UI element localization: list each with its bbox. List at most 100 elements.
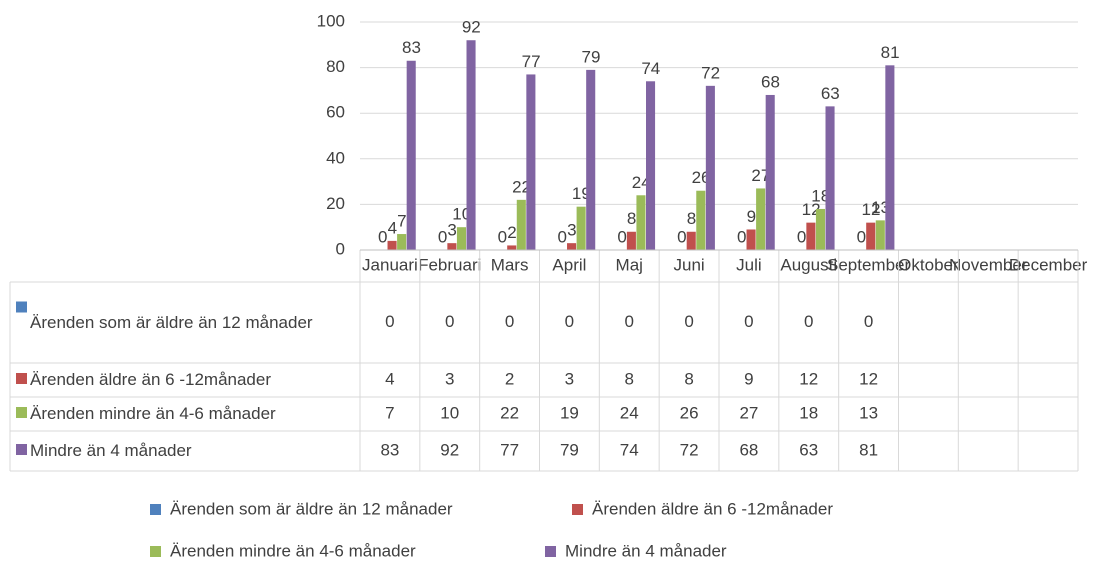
table-cell: 0 — [744, 312, 753, 331]
bar — [765, 94, 775, 251]
bar — [507, 245, 517, 250]
data-label: 26 — [692, 168, 711, 187]
table-cell: 0 — [505, 312, 514, 331]
table-cell: 77 — [500, 440, 519, 459]
bar — [576, 206, 586, 250]
table-cell: 0 — [684, 312, 693, 331]
x-tick-label: Augusti — [780, 255, 837, 274]
x-tick-label: Oktober — [898, 255, 959, 274]
table-key — [16, 301, 27, 313]
table-cell: 68 — [739, 440, 758, 459]
table-cell: 12 — [859, 369, 878, 388]
table-cell: 92 — [440, 440, 459, 459]
table-cell: 2 — [505, 369, 514, 388]
bar — [885, 65, 895, 250]
bar — [746, 229, 756, 250]
bar — [447, 243, 457, 250]
table-cell: 18 — [799, 403, 818, 422]
table-cell: 0 — [445, 312, 454, 331]
data-label: 0 — [438, 227, 447, 246]
legend-swatch — [572, 504, 583, 515]
table-cell: 0 — [565, 312, 574, 331]
data-label: 0 — [617, 227, 626, 246]
data-label: 3 — [567, 221, 576, 240]
bar — [387, 240, 397, 250]
data-label: 10 — [452, 205, 471, 224]
table-cell: 7 — [385, 403, 394, 422]
data-label: 19 — [572, 184, 591, 203]
table-cell: 24 — [620, 403, 639, 422]
table-key — [16, 373, 27, 384]
table-cell: 72 — [680, 440, 699, 459]
data-label: 22 — [512, 177, 531, 196]
data-label: 0 — [378, 227, 387, 246]
table-cell: 10 — [440, 403, 459, 422]
table-cell: 63 — [799, 440, 818, 459]
data-label: 0 — [498, 227, 507, 246]
data-label: 12 — [802, 200, 821, 219]
bar — [456, 227, 467, 250]
bar — [825, 106, 835, 250]
x-tick-label: April — [552, 255, 586, 274]
bar — [696, 190, 706, 250]
x-tick-label: Januari — [362, 255, 418, 274]
legend-swatch — [150, 546, 161, 557]
data-label: 9 — [747, 207, 756, 226]
data-label: 0 — [677, 227, 686, 246]
table-cell: 9 — [744, 369, 753, 388]
data-label: 8 — [687, 209, 696, 228]
table-cell: 3 — [565, 369, 574, 388]
bar — [705, 85, 715, 250]
bar — [636, 195, 646, 250]
legend-swatch — [150, 504, 161, 515]
table-cell: 13 — [859, 403, 878, 422]
bar — [646, 81, 656, 250]
bar — [686, 231, 696, 250]
bar — [626, 231, 636, 250]
table-cell: 4 — [385, 369, 394, 388]
table-cell: 8 — [625, 369, 634, 388]
row-label: Ärenden äldre än 6 -12månader — [30, 370, 271, 389]
bar — [466, 40, 476, 250]
table-cell: 12 — [799, 369, 818, 388]
table-cell: 0 — [625, 312, 634, 331]
bar — [806, 222, 816, 250]
legend-label: Mindre än 4 månader — [565, 541, 727, 560]
data-label: 74 — [641, 59, 660, 78]
data-label: 0 — [737, 227, 746, 246]
table-cell: 0 — [804, 312, 813, 331]
data-label: 0 — [558, 227, 567, 246]
y-tick-label: 100 — [317, 11, 345, 30]
data-label: 8 — [627, 209, 636, 228]
legend-label: Ärenden mindre än 4-6 månader — [170, 541, 416, 560]
data-label: 83 — [402, 38, 421, 57]
row-label: Mindre än 4 månader — [30, 441, 192, 460]
data-label: 27 — [751, 166, 770, 185]
x-tick-label: November — [949, 255, 1028, 274]
table-cell: 22 — [500, 403, 519, 422]
table-cell: 8 — [684, 369, 693, 388]
x-tick-label: Februari — [418, 255, 481, 274]
table-row-label: Ärenden som är äldre än 12 månader — [30, 312, 313, 332]
bar — [406, 60, 416, 251]
data-label: 4 — [388, 218, 397, 237]
legend-label: Ärenden som är äldre än 12 månader — [170, 499, 453, 518]
table-cell: 19 — [560, 403, 579, 422]
x-tick-label: December — [1009, 255, 1088, 274]
y-tick-label: 40 — [326, 148, 345, 167]
data-label: 81 — [881, 43, 900, 62]
data-label: 79 — [581, 47, 600, 66]
table-row-label: Ärenden äldre än 6 -12månader — [30, 370, 271, 389]
table-key — [16, 407, 27, 418]
data-label: 3 — [447, 221, 456, 240]
legend-label: Ärenden äldre än 6 -12månader — [592, 499, 833, 518]
data-label: 68 — [761, 72, 780, 91]
x-tick-label: Juli — [736, 255, 762, 274]
row-label: Ärenden som är äldre än 12 månader — [30, 312, 313, 332]
bar — [875, 220, 885, 250]
y-tick-label: 0 — [336, 239, 345, 258]
bar — [586, 69, 596, 250]
data-label: 0 — [797, 227, 806, 246]
row-label: Ärenden mindre än 4-6 månader — [30, 404, 276, 423]
